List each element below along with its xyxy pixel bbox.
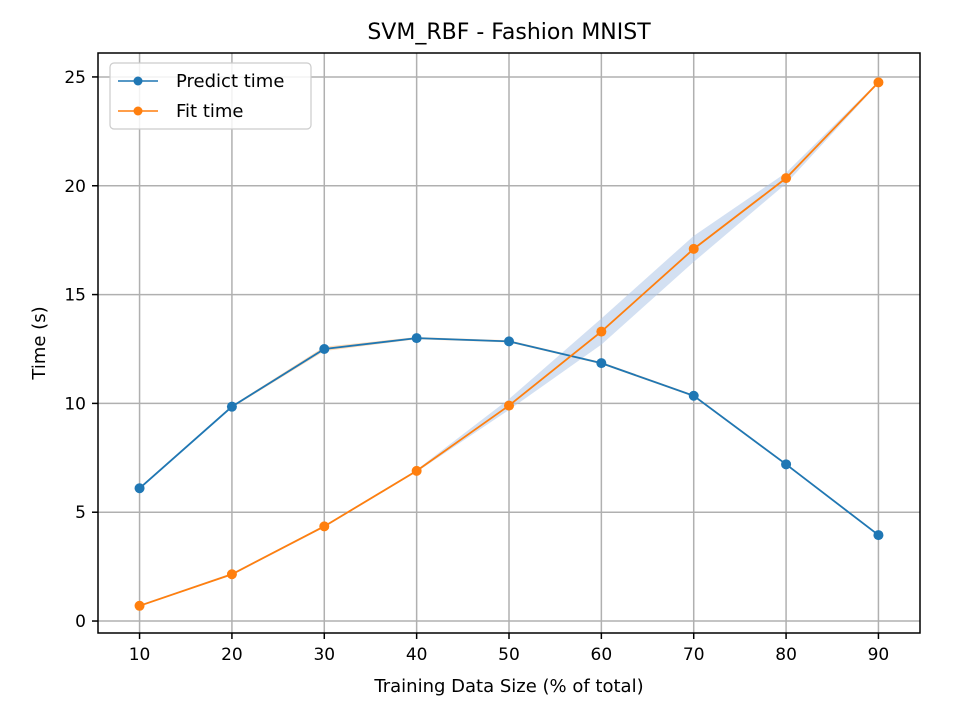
legend: Predict time Fit time — [109, 62, 312, 130]
point-predict-time-20 — [226, 401, 237, 412]
point-fit-time-30 — [319, 521, 330, 532]
y-tick-label-5: 5 — [75, 503, 86, 523]
legend-box — [109, 62, 312, 130]
point-fit-time-70 — [688, 243, 699, 254]
grid — [98, 53, 920, 633]
legend-marker-fit-time — [133, 106, 143, 116]
x-tick-label-60: 60 — [591, 645, 613, 665]
y-axis-label: Time (s) — [29, 306, 50, 380]
x-axis-label: Training Data Size (% of total) — [373, 676, 643, 697]
y-tick-label-15: 15 — [64, 286, 86, 306]
point-fit-time-90 — [873, 77, 884, 88]
point-predict-time-40 — [411, 333, 422, 344]
x-tick-label-30: 30 — [313, 645, 335, 665]
x-tick-label-80: 80 — [775, 645, 797, 665]
point-fit-time-80 — [781, 173, 792, 184]
point-predict-time-70 — [688, 390, 699, 401]
x-tick-label-50: 50 — [498, 645, 520, 665]
point-predict-time-30 — [319, 343, 330, 354]
point-predict-time-60 — [596, 358, 607, 369]
point-fit-time-60 — [596, 326, 607, 337]
point-predict-time-10 — [134, 483, 145, 494]
x-tick-label-70: 70 — [683, 645, 705, 665]
y-tick-label-20: 20 — [64, 177, 86, 197]
legend-marker-predict-time — [133, 76, 143, 86]
x-tick-label-90: 90 — [868, 645, 890, 665]
point-predict-time-50 — [504, 336, 514, 347]
x-tick-label-20: 20 — [221, 645, 243, 665]
chart-title: SVM_RBF - Fashion MNIST — [367, 20, 651, 45]
y-tick-label-25: 25 — [64, 68, 86, 88]
point-fit-time-20 — [226, 569, 237, 580]
axis-ticks: 10 20 30 40 50 60 70 80 90 0 5 10 15 20 25 — [64, 68, 889, 665]
point-predict-time-80 — [781, 459, 792, 470]
point-fit-time-10 — [134, 600, 145, 611]
point-fit-time-50 — [504, 400, 514, 411]
series-markers — [134, 77, 884, 611]
y-tick-label-10: 10 — [64, 394, 86, 414]
point-fit-time-40 — [411, 465, 422, 476]
legend-label-predict-time: Predict time — [176, 71, 284, 92]
point-predict-time-90 — [873, 530, 884, 541]
x-tick-label-40: 40 — [406, 645, 428, 665]
x-tick-label-10: 10 — [129, 645, 151, 665]
legend-label-fit-time: Fit time — [176, 101, 244, 122]
y-tick-label-0: 0 — [75, 612, 86, 632]
